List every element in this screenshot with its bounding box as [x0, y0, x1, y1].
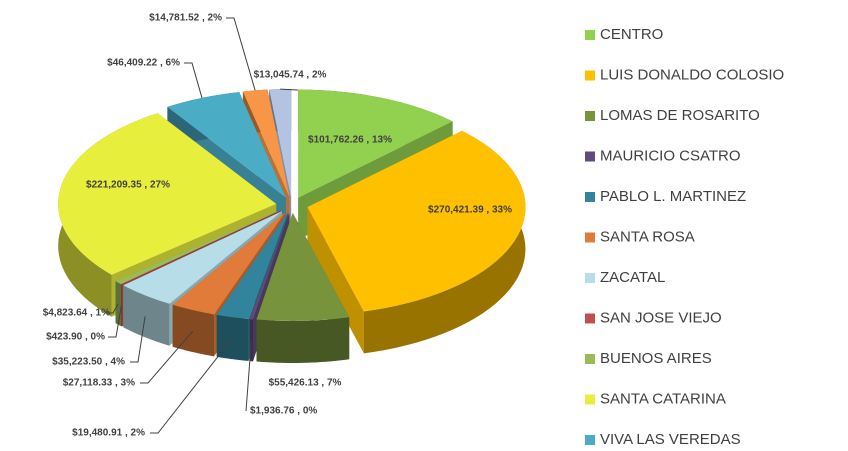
- leader-line: [280, 88, 299, 91]
- legend-swatch: [585, 273, 595, 283]
- legend-label: ZACATAL: [600, 269, 665, 286]
- data-label: $221,209.35 , 27%: [86, 180, 170, 191]
- slice-side: [363, 130, 526, 354]
- leader-line: [130, 316, 146, 363]
- data-label: $13,045.74 , 2%: [254, 70, 327, 81]
- legend-label: SANTA CATARINA: [600, 390, 726, 407]
- slice-side: [123, 285, 170, 346]
- data-label: $46,409.22 , 6%: [107, 58, 180, 69]
- leader-line: [108, 305, 122, 338]
- legend-swatch: [585, 313, 595, 324]
- slice: [307, 130, 526, 312]
- legend-label: MAURICIO CSATRO: [600, 147, 741, 164]
- slice: [115, 210, 281, 285]
- slice: [58, 113, 277, 275]
- legend-swatch: [585, 70, 595, 81]
- data-label: $4,823.64 , 1%: [43, 308, 110, 319]
- leader-line: [184, 62, 203, 99]
- slice: [298, 89, 453, 198]
- slice: [249, 212, 290, 320]
- slice: [216, 212, 288, 319]
- slice: [123, 211, 282, 304]
- data-label: $270,421.39 , 33%: [428, 205, 512, 216]
- leader-line: [226, 17, 256, 91]
- legend-label: SAN JOSE VIEJO: [600, 309, 722, 326]
- slice-side: [115, 281, 121, 327]
- legend-label: CENTRO: [600, 26, 663, 43]
- legend-swatch: [585, 151, 595, 162]
- leader-line: [150, 337, 233, 434]
- legend-label: VIVA LAS VEREDAS: [600, 431, 741, 448]
- legend-label: LUIS DONALDO COLOSIO: [600, 66, 784, 83]
- legend-swatch: [585, 232, 595, 243]
- leader-line: [245, 340, 252, 412]
- legend-swatch: [585, 435, 595, 445]
- data-label: $19,480.91 , 2%: [72, 428, 145, 439]
- legend-swatch: [585, 394, 595, 405]
- legend-swatch: [585, 30, 595, 40]
- slice: [256, 212, 350, 321]
- legend-label: PABLO L. MARTINEZ: [600, 188, 746, 205]
- data-label: $55,426.13 , 7%: [269, 378, 342, 389]
- legend-label: BUENOS AIRES: [600, 350, 712, 367]
- data-label: $1,936.76 , 0%: [250, 406, 317, 417]
- data-label: $101,762.26 , 13%: [308, 135, 392, 146]
- slice-side: [216, 314, 249, 361]
- legend-swatch: [585, 111, 595, 121]
- legend-label: SANTA ROSA: [600, 228, 695, 245]
- data-label: $14,781.52 , 2%: [149, 13, 222, 24]
- slice: [167, 92, 286, 198]
- slice-side: [307, 207, 364, 354]
- data-label: $27,118.33 , 3%: [63, 378, 135, 389]
- slice-side: [172, 304, 215, 357]
- legend-label: LOMAS DE ROSARITO: [600, 107, 760, 124]
- slice: [269, 89, 292, 198]
- data-label: $35,223.50 , 4%: [52, 357, 125, 368]
- slice-side: [256, 317, 350, 363]
- legend-swatch: [585, 354, 595, 364]
- slice: [121, 210, 281, 285]
- leader-line: [140, 330, 194, 384]
- legend-swatch: [585, 192, 595, 202]
- slice: [172, 212, 286, 315]
- data-label: $423.90 , 0%: [46, 332, 105, 343]
- slice: [242, 89, 290, 198]
- leader-line: [105, 303, 119, 314]
